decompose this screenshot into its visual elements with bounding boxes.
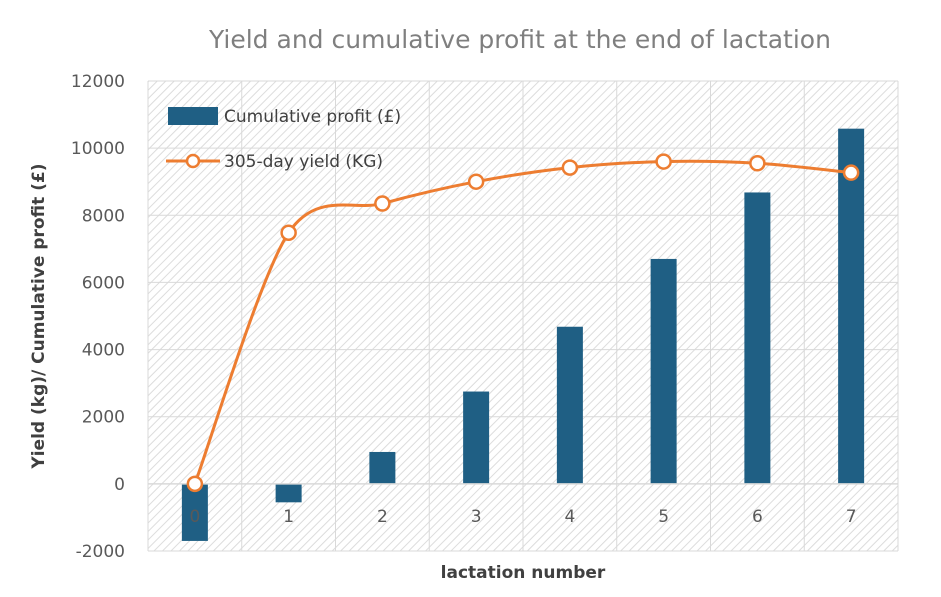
yield-point [186,475,204,493]
yield-point [467,173,485,190]
y-axis-title: Yield (kg)/ Cumulative profit (£) [29,163,49,469]
x-axis-title: lactation number [441,563,606,583]
y-tick-label: 8000 [82,206,125,226]
bar [838,128,865,484]
yield-point [374,195,391,212]
x-tick-label: 2 [377,507,388,527]
bar [650,258,677,484]
bar [556,326,583,484]
bar [275,483,302,503]
legend: Cumulative profit (£) 305-day yield (KG) [166,107,401,172]
yield-point [655,153,672,170]
x-tick-label: 1 [283,507,294,527]
line-series [186,153,860,493]
x-tick-label: 6 [752,507,763,527]
y-tick-label: 2000 [82,408,125,428]
x-tick-label: 0 [189,507,200,527]
y-tick-label: 12000 [71,72,125,92]
gridlines [147,80,899,552]
yield-point [749,155,766,172]
x-tick-label: 5 [658,507,669,527]
y-tick-label: -2000 [76,542,125,562]
y-tick-label: 6000 [82,273,125,293]
x-tick-label: 3 [471,507,482,527]
chart-title: Yield and cumulative profit at the end o… [208,25,831,54]
x-tick-label: 7 [846,507,857,527]
y-tick-label: 4000 [82,341,125,361]
bar [181,483,208,541]
yield-point [842,164,860,181]
bar [369,451,396,484]
legend-label-profit: Cumulative profit (£) [224,107,401,127]
bar [463,391,490,484]
y-axis: -2000 0 2000 4000 6000 8000 10000 12000 [71,72,125,562]
x-tick-label: 4 [564,507,575,527]
legend-marker-yield [185,153,201,169]
x-axis: 0 1 2 3 4 5 6 7 [189,507,856,527]
y-tick-label: 10000 [71,139,125,159]
bar-series [181,128,865,541]
yield-point [280,224,297,241]
legend-label-yield: 305-day yield (KG) [224,152,383,172]
y-tick-label: 0 [114,475,125,495]
yield-point [561,159,579,176]
legend-swatch-profit [168,107,218,125]
bar [744,192,771,484]
